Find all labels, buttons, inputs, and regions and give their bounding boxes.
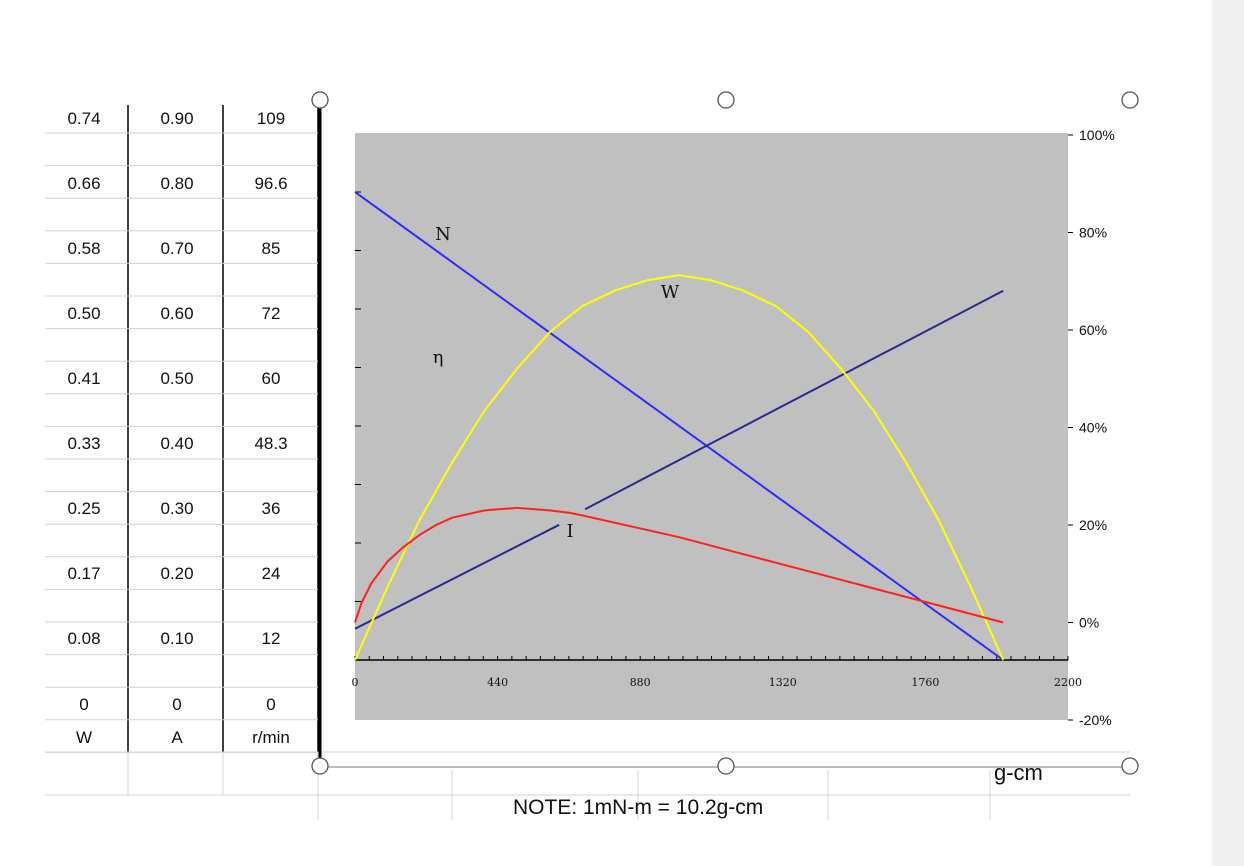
table-cell-a: 0.60 bbox=[160, 304, 194, 323]
right-tick-label: 40% bbox=[1079, 420, 1107, 436]
table-cell-a: 0.10 bbox=[160, 629, 194, 648]
right-tick-label: 80% bbox=[1079, 225, 1107, 241]
resize-handle[interactable] bbox=[717, 91, 735, 109]
table-cell-rpm: 48.3 bbox=[254, 434, 288, 453]
table-cell-w: 0.08 bbox=[67, 629, 101, 648]
selection-handles[interactable] bbox=[311, 91, 1139, 775]
series-line-eta bbox=[354, 506, 1004, 624]
series-label-i: I bbox=[566, 521, 573, 542]
data-table: 0.74 0.90 109 0.66 0.80 96.6 0.58 0.70 8… bbox=[0, 0, 330, 866]
resize-handle[interactable] bbox=[311, 757, 329, 775]
unit-label-w: W bbox=[75, 728, 93, 747]
table-cell-rpm: 12 bbox=[261, 629, 281, 648]
plot-area bbox=[355, 133, 1068, 720]
table-cell-rpm: 36 bbox=[261, 499, 281, 518]
x-axis-unit: g-cm bbox=[994, 760, 1043, 785]
resize-handle[interactable] bbox=[717, 757, 735, 775]
series-labels: N I Wη bbox=[433, 224, 680, 542]
right-tick-label: 100% bbox=[1079, 127, 1115, 143]
series-line-n bbox=[354, 191, 1004, 661]
right-tick-label: 20% bbox=[1079, 517, 1107, 533]
table-cell-w: 0.17 bbox=[67, 564, 101, 583]
scrollbar[interactable] bbox=[1212, 0, 1244, 866]
resize-handle[interactable] bbox=[311, 91, 329, 109]
table-cell-rpm: 109 bbox=[256, 109, 286, 128]
x-tick-label: 0 bbox=[352, 676, 359, 689]
table-cell-w: 0.58 bbox=[67, 239, 101, 258]
unit-label-a: A bbox=[171, 728, 183, 747]
table-cell-a: 0 bbox=[172, 695, 182, 714]
x-tick-label: 440 bbox=[487, 676, 508, 689]
table-cell-w: 0.33 bbox=[67, 434, 101, 453]
table-cell-a: 0.70 bbox=[160, 239, 194, 258]
x-tick-label: 1320 bbox=[769, 676, 797, 689]
table-cell-w: 0.25 bbox=[67, 499, 101, 518]
table-cell-a: 0.90 bbox=[160, 109, 194, 128]
sheet-gridlines bbox=[45, 105, 1130, 820]
right-tick-label: -20% bbox=[1079, 712, 1112, 728]
table-cell-w: 0.41 bbox=[67, 369, 101, 388]
table-cell-w: 0.50 bbox=[67, 304, 101, 323]
axes: 0 440 880 1320 1760 2200 100% 80% 60% 40% 20% 0% -20… bbox=[352, 127, 1115, 728]
table-cell-rpm: 96.6 bbox=[254, 174, 288, 193]
table-cell-a: 0.20 bbox=[160, 564, 194, 583]
series-label-w: W bbox=[661, 282, 680, 303]
x-tick-label: 2200 bbox=[1054, 676, 1082, 689]
resize-handle[interactable] bbox=[1121, 757, 1139, 775]
right-tick-label: 0% bbox=[1079, 615, 1099, 631]
table-cell-rpm: 0 bbox=[266, 695, 276, 714]
resize-handle[interactable] bbox=[1121, 91, 1139, 109]
x-tick-label: 880 bbox=[630, 676, 651, 689]
table-cell-rpm: 24 bbox=[261, 564, 281, 583]
table-cell-rpm: 60 bbox=[261, 369, 281, 388]
table-cell-a: 0.80 bbox=[160, 174, 194, 193]
series-label-eta: η bbox=[433, 347, 444, 368]
series-line-i bbox=[354, 289, 1004, 630]
table-cell-a: 0.50 bbox=[160, 369, 194, 388]
performance-chart[interactable]: 0 440 880 1320 1760 2200 100% 80% 60% 40% 20% 0% -20… bbox=[0, 0, 1212, 866]
table-cell-a: 0.40 bbox=[160, 434, 194, 453]
note-text: NOTE: 1mN-m = 10.2g-cm bbox=[513, 796, 764, 819]
table-cell-rpm: 72 bbox=[261, 304, 281, 323]
table-cell-a: 0.30 bbox=[160, 499, 194, 518]
unit-label-rpm: r/min bbox=[252, 728, 290, 747]
right-tick-label: 60% bbox=[1079, 322, 1107, 338]
table-cell-rpm: 85 bbox=[261, 239, 281, 258]
x-tick-label: 1760 bbox=[911, 676, 939, 689]
series-line-w bbox=[354, 274, 1005, 661]
series-group bbox=[354, 191, 1005, 661]
table-cell-w: 0.74 bbox=[67, 109, 101, 128]
series-label-n: N bbox=[435, 224, 451, 245]
table-cell-w: 0 bbox=[79, 695, 89, 714]
table-cell-w: 0.66 bbox=[67, 174, 101, 193]
